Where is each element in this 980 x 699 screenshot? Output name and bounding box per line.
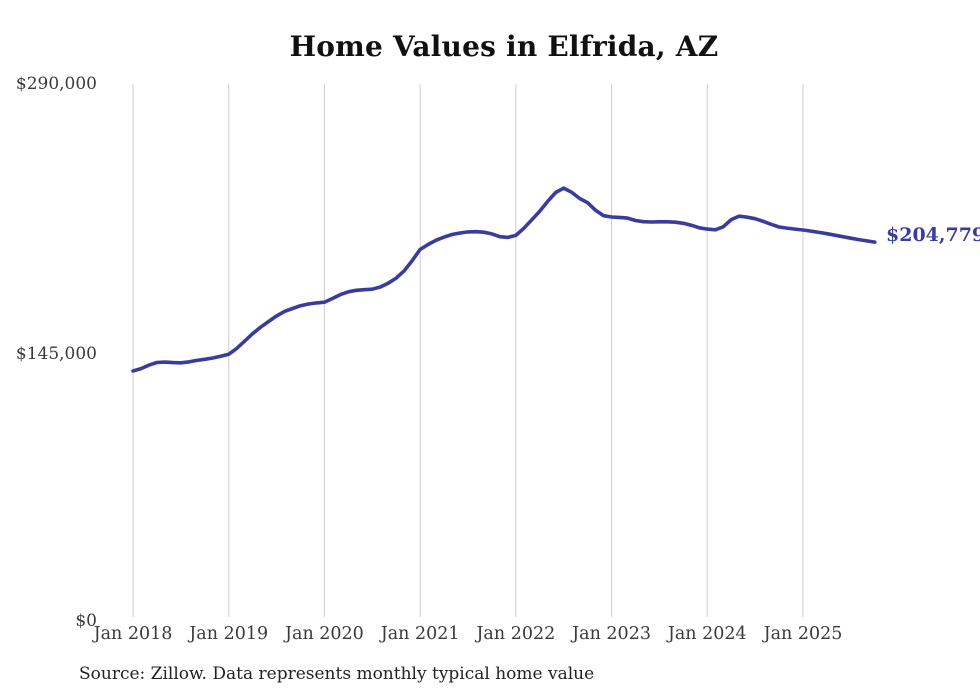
- y-axis-tick-0: $0: [75, 611, 97, 631]
- home-value-line: [131, 186, 877, 373]
- x-axis-tick-label: Jan 2021: [380, 624, 460, 644]
- gridlines-group: [132, 84, 804, 617]
- x-axis-tick-label: Jan 2022: [476, 624, 556, 644]
- x-axis-tick-label: Jan 2020: [285, 624, 364, 644]
- latest-value-label: $204,779: [886, 224, 980, 246]
- x-axis-tick-label: Jan 2018: [93, 624, 173, 644]
- x-axis-tick-label: Jan 2024: [667, 624, 747, 644]
- x-axis-tick-label: Jan 2023: [572, 624, 651, 644]
- x-axis-tick-label: Jan 2019: [189, 624, 269, 644]
- y-axis-tick-290000: $290,000: [15, 74, 97, 94]
- chart-title: Home Values in Elfrida, AZ: [289, 30, 719, 63]
- y-axis-tick-145000: $145,000: [15, 344, 97, 364]
- x-axis-tick-label: Jan 2025: [763, 624, 843, 644]
- source-note: Source: Zillow. Data represents monthly …: [79, 664, 595, 684]
